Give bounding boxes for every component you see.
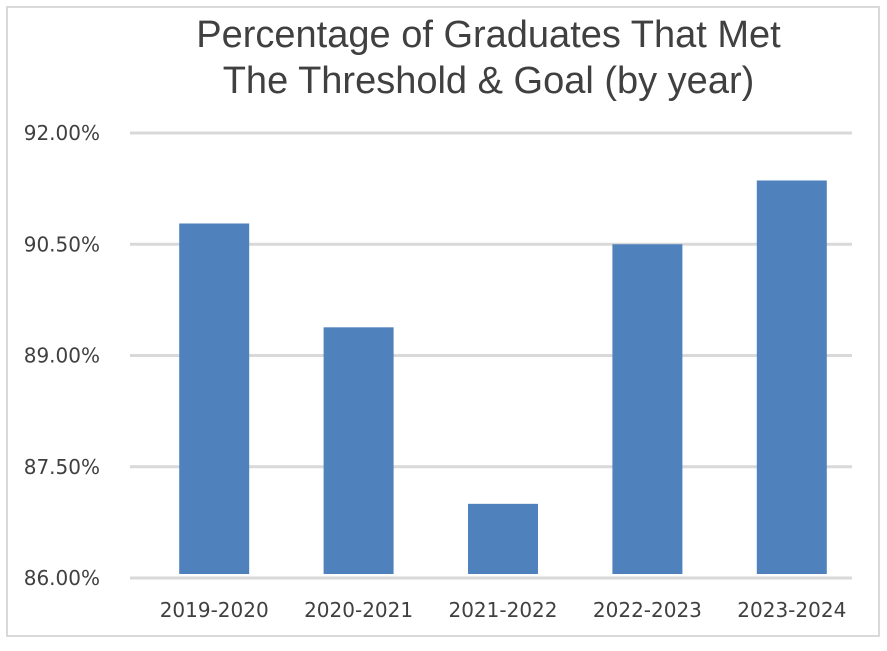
y-axis: 86.00% 87.50% 89.00% 90.50% 92.00%: [24, 121, 100, 590]
bar-2019-2020: [179, 223, 250, 574]
x-tick-label: 2019-2020: [160, 598, 269, 622]
y-tick-label: 92.00%: [24, 121, 100, 145]
x-tick-label: 2022-2023: [593, 598, 702, 622]
bars: [179, 180, 827, 574]
y-tick-label: 86.00%: [24, 566, 100, 590]
gridlines: [130, 131, 852, 580]
y-tick-label: 90.50%: [24, 232, 100, 256]
y-tick-label: 89.00%: [24, 344, 100, 368]
x-axis: 2019-2020 2020-2021 2021-2022 2022-2023 2023…: [160, 598, 847, 622]
y-tick-label: 87.50%: [24, 455, 100, 479]
x-tick-label: 2023-2024: [737, 598, 846, 622]
bar-2022-2023: [612, 244, 683, 574]
bar-2023-2024: [756, 180, 827, 574]
chart-title-line-2: The Threshold & Goal (by year): [222, 60, 755, 102]
chart-frame: [6, 6, 880, 637]
chart-title-line-1: Percentage of Graduates That Met: [196, 14, 781, 56]
chart-title: Percentage of Graduates That Met The Thr…: [0, 12, 887, 104]
bar-2020-2021: [323, 327, 394, 574]
x-tick-label: 2020-2021: [304, 598, 413, 622]
x-tick-label: 2021-2022: [448, 598, 557, 622]
bar-2021-2022: [468, 503, 538, 574]
